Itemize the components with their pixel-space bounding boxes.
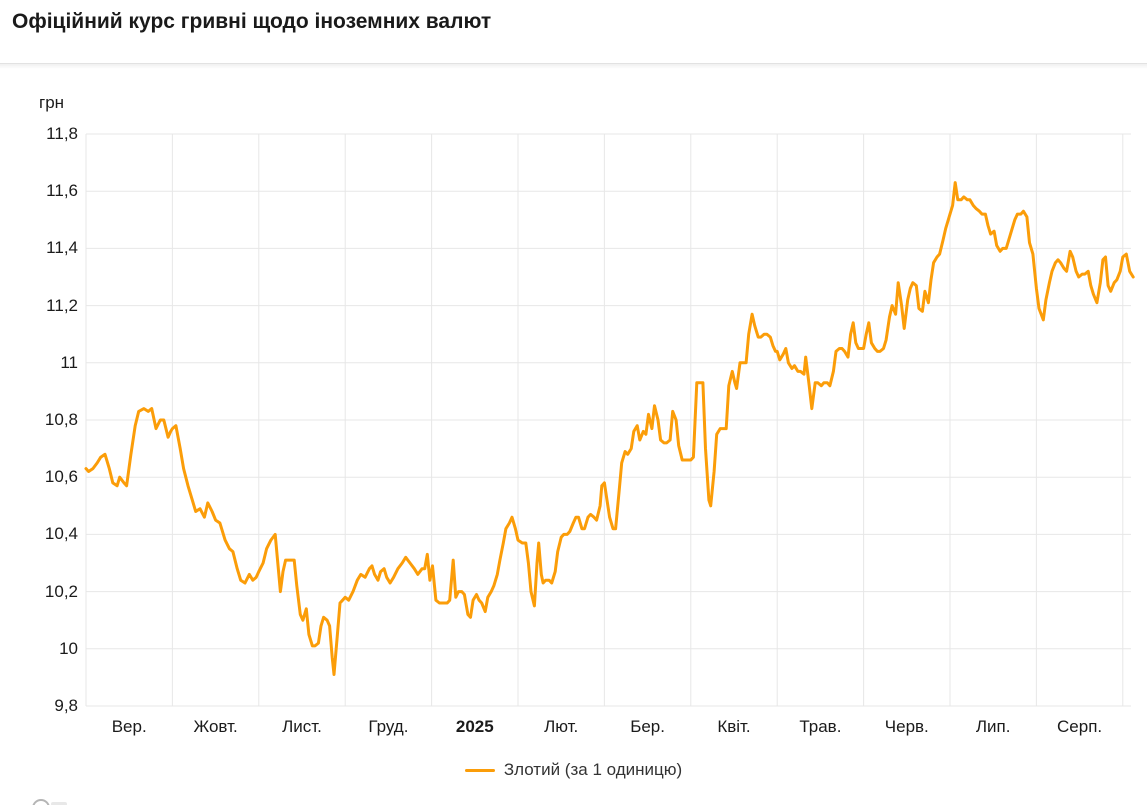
x-tick-label: Жовт. — [193, 717, 238, 736]
y-tick-label: 10,2 — [44, 581, 78, 601]
x-tick-label: Серп. — [1057, 717, 1103, 736]
x-tick-label: Трав. — [799, 717, 842, 736]
x-tick-label: Груд. — [368, 717, 409, 736]
y-tick-label: 9,8 — [54, 696, 78, 715]
clipped-footer-text-fragment — [51, 802, 67, 805]
y-tick-label: 10 — [59, 638, 78, 658]
x-tick-label: Квіт. — [717, 717, 751, 736]
y-tick-label: 11,6 — [46, 181, 78, 201]
x-tick-label: Вер. — [111, 717, 147, 736]
legend-line-swatch-icon — [464, 768, 495, 772]
y-tick-label: 11,8 — [46, 124, 78, 143]
legend-item-zloty[interactable]: Злотий (за 1 одиницю) — [464, 760, 683, 780]
title-divider-shadow — [0, 64, 1147, 69]
y-tick-label: 10,8 — [44, 410, 78, 429]
y-tick-label: 10,6 — [44, 467, 78, 487]
page-title: Офіційний курс гривні щодо іноземних вал… — [12, 10, 492, 33]
x-tick-label: Лют. — [544, 717, 579, 736]
legend-item-label: Злотий (за 1 одиницю) — [503, 760, 683, 779]
x-tick-label: Лип. — [975, 717, 1011, 736]
y-tick-label: 11,2 — [46, 295, 78, 315]
plot-area[interactable] — [86, 134, 1131, 706]
x-tick-label: Бер. — [630, 717, 665, 736]
y-axis-title: грн — [39, 93, 65, 112]
x-tick-label: 2025 — [455, 717, 494, 736]
y-tick-label: 11 — [60, 352, 78, 372]
legend: Злотий (за 1 одиницю) — [0, 760, 1147, 780]
x-tick-label: Лист. — [282, 717, 322, 736]
title-divider — [0, 63, 1147, 64]
x-tick-label: Черв. — [884, 717, 929, 736]
series-line-zloty — [84, 181, 1135, 676]
y-tick-label: 10,4 — [44, 524, 78, 544]
y-tick-label: 11,4 — [46, 238, 78, 258]
